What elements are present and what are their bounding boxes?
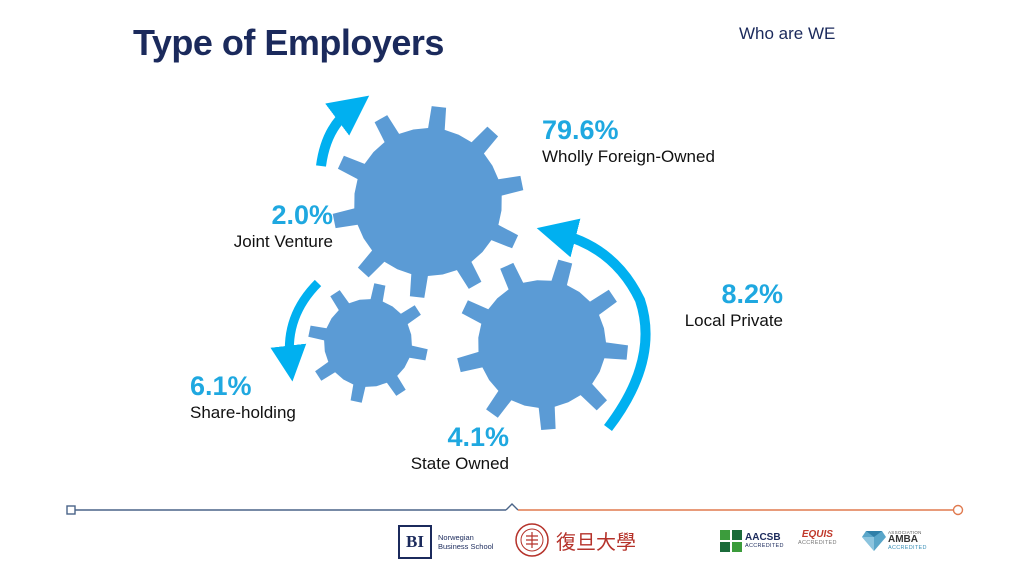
large-gear: [332, 106, 524, 298]
bi-mark: BI: [398, 525, 432, 559]
stat-label: Share-holding: [190, 402, 296, 422]
bi-text: Norwegian Business School: [438, 533, 493, 551]
stat-share-holding: 6.1% Share-holding: [190, 371, 296, 423]
stat-label: State Owned: [410, 453, 509, 473]
stat-percent: 4.1%: [447, 422, 509, 452]
slide-title: Type of Employers: [133, 22, 444, 63]
arrow-right-large: [536, 218, 651, 432]
stat-local-private: 8.2% Local Private: [650, 279, 783, 331]
stat-label: Local Private: [684, 310, 783, 330]
equis-sub: ACCREDITED: [798, 540, 837, 546]
amba-top: ASSOCIATION: [888, 530, 922, 535]
stat-percent: 6.1%: [190, 371, 252, 401]
stat-percent: 79.6%: [542, 115, 619, 145]
bi-line2: Business School: [438, 542, 494, 551]
equis-text: EQUIS: [801, 529, 833, 540]
aacsb-icon: [720, 530, 742, 552]
stat-joint-venture: 2.0% Joint Venture: [190, 200, 333, 252]
bi-logo: BI Norwegian Business School: [398, 524, 508, 560]
equis-logo: EQUIS ACCREDITED: [798, 529, 837, 547]
stat-percent: 8.2%: [721, 279, 783, 309]
aacsb-logo: AACSB ACCREDITED: [720, 530, 784, 552]
stat-label: Wholly Foreign-Owned: [542, 146, 715, 166]
stat-state-owned: 4.1% State Owned: [380, 422, 509, 474]
fudan-logo: 復旦大學: [514, 522, 636, 558]
small-gear: [308, 283, 428, 403]
stat-wholly-foreign-owned: 79.6% Wholly Foreign-Owned: [542, 115, 715, 167]
medium-gear: [457, 259, 628, 430]
arrow-top-left: [316, 95, 370, 167]
amba-diamond-icon: [862, 530, 886, 551]
stat-percent: 2.0%: [271, 200, 333, 230]
amba-sub: ACCREDITED: [888, 545, 927, 551]
aacsb-text: AACSB: [745, 532, 781, 543]
fudan-seal-icon: [515, 523, 549, 557]
amba-text: AMBA: [888, 534, 918, 545]
amba-logo: ASSOCIATION AMBA ACCREDITED: [862, 530, 927, 551]
arrow-left-small: [270, 279, 322, 382]
aacsb-sub: ACCREDITED: [745, 543, 784, 549]
bi-line1: Norwegian: [438, 533, 474, 542]
stat-label: Joint Venture: [233, 231, 333, 251]
section-tag: Who are WE: [739, 24, 836, 43]
fudan-name: 復旦大學: [556, 529, 636, 554]
